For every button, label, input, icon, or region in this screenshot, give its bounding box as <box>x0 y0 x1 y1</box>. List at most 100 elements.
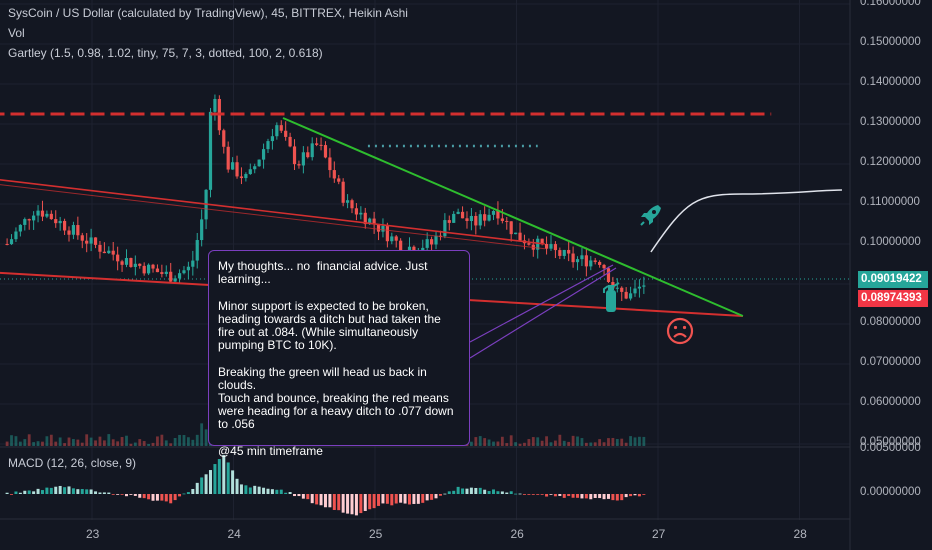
macd-bar <box>540 494 544 495</box>
macd-bar <box>138 494 142 498</box>
volume-bar <box>478 436 482 446</box>
candle-body <box>434 235 438 245</box>
gartley-legend: Gartley (1.5, 0.98, 1.02, tiny, 75, 7, 3… <box>8 46 323 60</box>
macd-bar <box>443 493 447 495</box>
macd-bar <box>306 494 310 500</box>
candle-body <box>628 293 633 299</box>
candle-body <box>279 125 283 131</box>
rocket-icon <box>640 205 661 226</box>
volume-bar <box>589 442 593 446</box>
volume-bar <box>58 437 62 446</box>
candle-body <box>412 246 416 253</box>
macd-bar <box>332 494 336 510</box>
macd-bar <box>284 492 288 494</box>
macd-bar <box>337 494 341 511</box>
candle-body <box>133 263 137 267</box>
candle-body <box>18 224 22 232</box>
candle-body <box>460 211 465 219</box>
sad-face-icon <box>666 317 694 345</box>
candle-body <box>589 260 593 267</box>
volume-bar <box>32 442 36 446</box>
macd-bar <box>288 492 292 494</box>
volume-bar <box>89 437 93 446</box>
macd-bar <box>129 494 133 495</box>
volume-bar <box>195 434 199 446</box>
candle-body <box>164 271 168 274</box>
candle-body <box>500 218 504 221</box>
candle-body <box>155 268 160 273</box>
volume-bar <box>160 434 164 446</box>
volume-bar <box>147 443 150 446</box>
candle-body <box>518 232 522 241</box>
volume-bar <box>27 434 31 446</box>
candle-body <box>394 236 398 241</box>
candle-body <box>478 214 482 226</box>
macd-bar <box>270 489 274 494</box>
macd-bar <box>629 494 633 497</box>
volume-bar <box>518 443 522 446</box>
volume-bar <box>14 436 18 446</box>
candle-body <box>354 208 359 215</box>
date-tick-label: 24 <box>227 527 241 541</box>
price-tick-label: 0.14000000 <box>860 76 921 88</box>
macd-bar <box>107 492 111 494</box>
macd-bar <box>456 486 460 494</box>
macd-bar <box>323 494 327 508</box>
candle-body <box>514 232 518 235</box>
candle-body <box>195 240 199 261</box>
candle-body <box>624 291 628 299</box>
macd-bar <box>328 494 332 508</box>
macd-bar <box>5 492 9 494</box>
macd-bar <box>45 487 49 494</box>
volume-bar <box>523 442 526 446</box>
macd-bar <box>505 492 509 494</box>
price-tick-label: 0.10000000 <box>860 236 921 248</box>
volume-bar <box>98 436 102 446</box>
macd-bar <box>315 494 319 505</box>
candle-body <box>487 214 491 221</box>
candle-body <box>474 215 478 226</box>
candle-body <box>14 231 18 240</box>
macd-histogram <box>5 455 646 516</box>
candle-body <box>213 98 217 112</box>
candle-body <box>301 152 305 166</box>
macd-bar <box>40 490 44 494</box>
candle-body <box>540 238 544 245</box>
candle-body <box>456 211 460 214</box>
volume-bar <box>5 441 9 446</box>
macd-bar <box>346 494 350 514</box>
volume-bar <box>142 441 146 446</box>
volume-bar <box>615 438 619 446</box>
macd-bar <box>403 494 407 504</box>
candle-body <box>244 174 248 179</box>
note-callout[interactable]: My thoughts... no financial advice. Just… <box>208 250 470 457</box>
macd-bar <box>120 494 124 495</box>
volume-bar <box>10 435 13 446</box>
volume-bar <box>151 442 155 446</box>
macd-bar <box>611 494 615 501</box>
macd-bar <box>80 489 84 494</box>
macd-bar <box>173 494 177 501</box>
macd-bar <box>27 490 31 494</box>
candle-body <box>368 218 372 225</box>
macd-bar <box>487 491 491 494</box>
macd-bar <box>598 494 602 499</box>
volume-bar <box>200 423 204 446</box>
macd-bar <box>483 489 487 494</box>
volume-bar <box>496 441 500 446</box>
date-tick-label: 25 <box>369 527 383 541</box>
price-tick-label: 0.12000000 <box>860 156 921 168</box>
macd-bar <box>633 494 637 496</box>
macd-bar <box>465 488 469 494</box>
volume-bar <box>125 435 128 446</box>
candle-body <box>620 287 624 292</box>
macd-bar <box>553 494 557 497</box>
candle-body <box>71 225 76 235</box>
candle-body <box>425 239 429 248</box>
candle-body <box>98 244 102 252</box>
macd-bar <box>562 494 566 498</box>
volume-bar <box>562 440 566 446</box>
macd-bar <box>178 494 182 497</box>
macd-bar <box>36 488 40 494</box>
macd-bar <box>231 470 235 494</box>
